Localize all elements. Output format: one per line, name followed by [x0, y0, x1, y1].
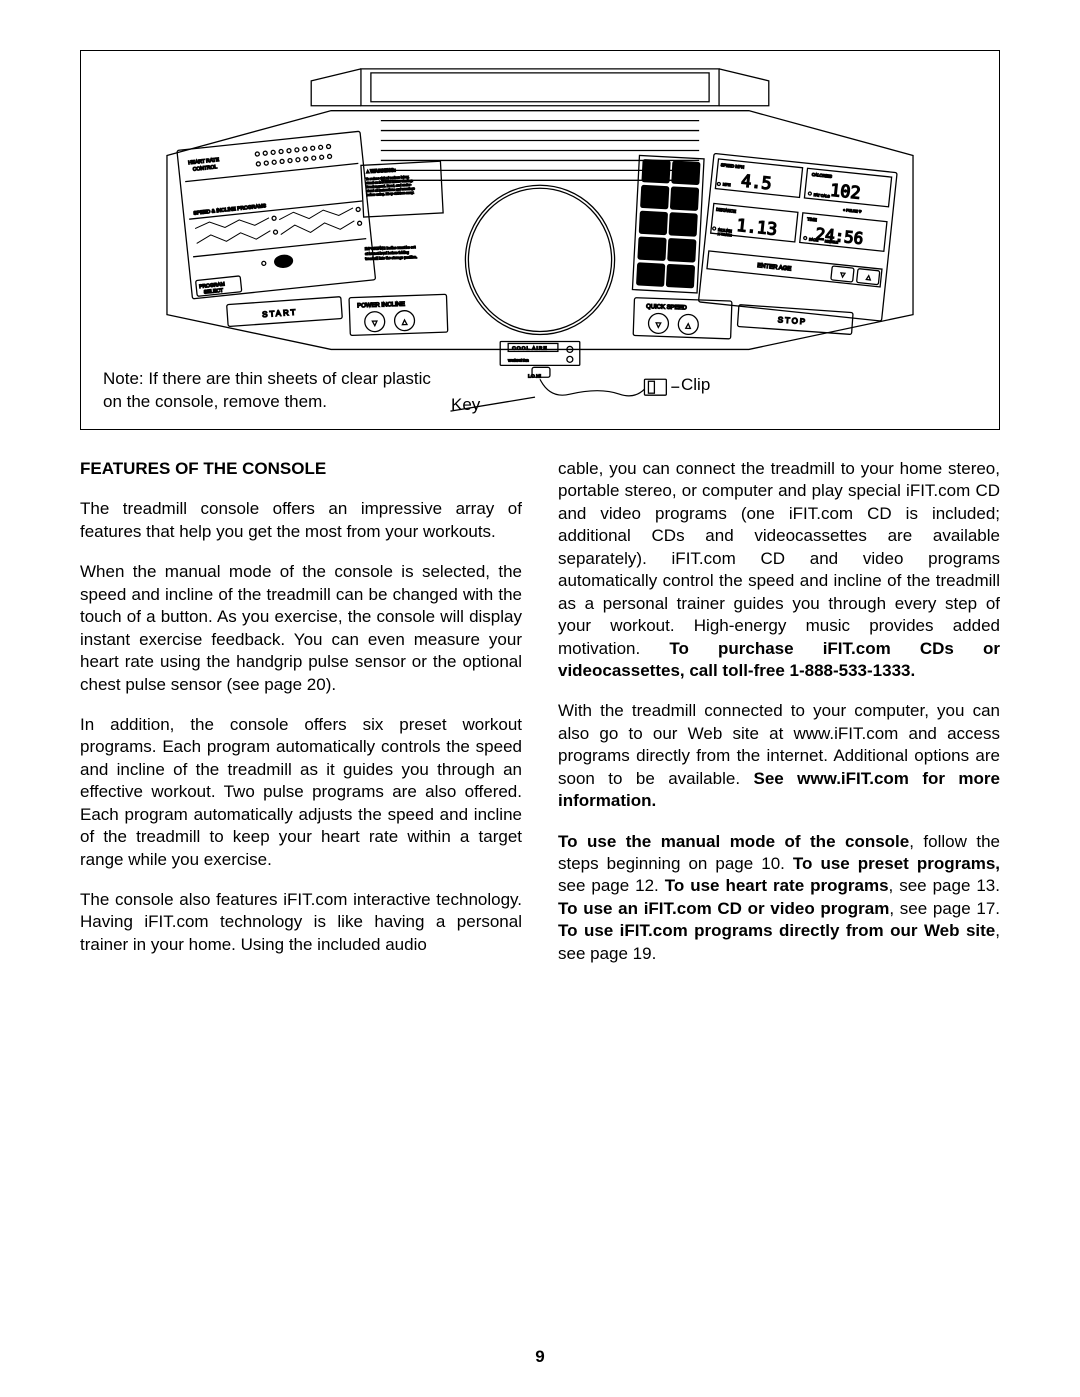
svg-text:▼: ▼ [371, 319, 379, 328]
svg-text:CALORIES: CALORIES [812, 172, 833, 179]
svg-text:SPEED MPH: SPEED MPH [721, 162, 745, 169]
svg-text:MPH: MPH [678, 254, 685, 258]
svg-text:1.13: 1.13 [736, 215, 779, 239]
svg-text:START: START [262, 308, 298, 319]
paragraph: To use the manual mode of the console, f… [558, 831, 1000, 966]
svg-text:QUICK SPEED: QUICK SPEED [646, 304, 688, 311]
paragraph: The treadmill console offers an impressi… [80, 498, 522, 543]
svg-text:LO HI: LO HI [528, 373, 541, 379]
figure-note: Note: If there are thin sheets of clear … [103, 368, 433, 414]
text-run-bold: To use the manual mode of the console [558, 832, 909, 851]
column-right: cable, you can connect the treadmill to … [558, 458, 1000, 983]
paragraph: The console also features iFIT.com inter… [80, 889, 522, 956]
text-run-bold: To use an iFIT.com CD or video program [558, 899, 889, 918]
manual-page: HEART RATE CONTROL SPEED & INCLINE PROGR… [0, 0, 1080, 1397]
svg-text:% GRADE: % GRADE [717, 232, 731, 237]
svg-text:POWER INCLINE: POWER INCLINE [357, 302, 405, 310]
svg-text:treadmill into the storage pos: treadmill into the storage position. [365, 255, 417, 261]
paragraph: In addition, the console offers six pres… [80, 714, 522, 871]
page-number: 9 [0, 1347, 1080, 1367]
paragraph: With the treadmill connected to your com… [558, 700, 1000, 812]
console-figure: HEART RATE CONTROL SPEED & INCLINE PROGR… [80, 50, 1000, 430]
svg-text:MPH: MPH [646, 278, 653, 282]
text-run: , see page 13. [889, 876, 1000, 895]
svg-text:○ PULSE ♡: ○ PULSE ♡ [843, 208, 862, 214]
svg-text:MPH: MPH [682, 177, 689, 181]
svg-text:MPH: MPH [649, 227, 656, 231]
svg-text:CONTROL: CONTROL [193, 164, 218, 173]
text-run: , see page 17. [889, 899, 1000, 918]
svg-text:MPH: MPH [648, 253, 655, 257]
svg-text:▲: ▲ [684, 321, 692, 330]
svg-text:MPH: MPH [676, 280, 683, 284]
text-run-bold: To use preset programs, [793, 854, 1000, 873]
svg-text:4.5: 4.5 [740, 170, 772, 193]
column-left: FEATURES OF THE CONSOLE The treadmill co… [80, 458, 522, 983]
svg-text:TIME: TIME [807, 216, 817, 222]
svg-text:▲WARNING:: ▲WARNING: [365, 168, 396, 176]
svg-text:iFIT: iFIT [277, 259, 286, 266]
svg-text:▲: ▲ [865, 274, 873, 282]
svg-text:MPH: MPH [723, 182, 732, 187]
svg-text:STOP: STOP [777, 315, 807, 326]
svg-text:PACE: PACE [809, 237, 819, 242]
paragraph: When the manual mode of the console is s… [80, 561, 522, 696]
svg-text:10: 10 [681, 167, 691, 176]
svg-text:MPH: MPH [652, 175, 659, 179]
paragraph: cable, you can connect the treadmill to … [558, 458, 1000, 682]
svg-text:102: 102 [829, 180, 861, 203]
section-heading: FEATURES OF THE CONSOLE [80, 458, 522, 480]
clip-label: Clip [681, 374, 710, 397]
svg-text:FAT CALS: FAT CALS [814, 193, 831, 199]
text-run: cable, you can connect the treadmill to … [558, 459, 1000, 658]
svg-text:ENTER AGE: ENTER AGE [757, 263, 792, 273]
svg-text:▼: ▼ [654, 320, 662, 329]
text-run-bold: To use iFIT.com programs directly from o… [558, 921, 995, 940]
body-columns: FEATURES OF THE CONSOLE The treadmill co… [80, 458, 1000, 983]
text-run-bold: To use heart rate programs [665, 876, 889, 895]
svg-text:MPH: MPH [679, 228, 686, 232]
svg-text:workout fan: workout fan [508, 357, 529, 362]
svg-text:MPH: MPH [651, 201, 658, 205]
svg-text:COOL AIRE: COOL AIRE [512, 345, 548, 351]
svg-text:MPH: MPH [680, 202, 687, 206]
text-run: see page 12. [558, 876, 665, 895]
svg-text:DISTANCE: DISTANCE [716, 207, 737, 214]
svg-text:▲: ▲ [400, 317, 408, 326]
key-label: Key [451, 394, 480, 417]
svg-text:▼: ▼ [839, 272, 847, 280]
